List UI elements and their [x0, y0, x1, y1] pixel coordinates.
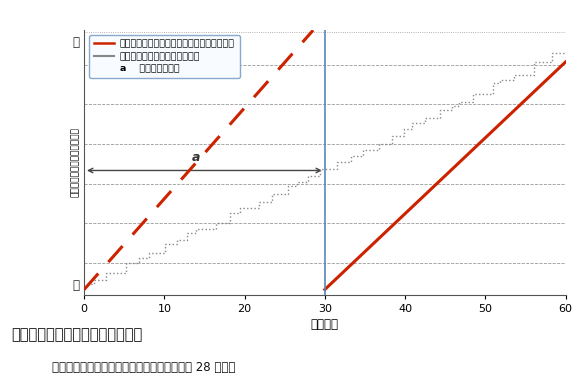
Text: 図－６　施工量と工事日数の関係: 図－６ 施工量と工事日数の関係	[12, 327, 143, 342]
X-axis label: 工事日数: 工事日数	[311, 318, 339, 331]
Text: （出典　砂防ソイルセメント施工便覧　平成 28 年版）: （出典 砂防ソイルセメント施工便覧 平成 28 年版）	[52, 361, 235, 374]
Text: a: a	[192, 151, 201, 164]
Text: 少: 少	[72, 279, 79, 292]
Y-axis label: 施工量（累計打設量）（㎥）: 施工量（累計打設量）（㎥）	[71, 128, 80, 197]
Text: 多: 多	[72, 36, 79, 48]
Legend: 砂防ソイルセメント転圧タイプの累計打設量, コンクリート環境の累計打設量, a    試験施工の期間: 砂防ソイルセメント転圧タイプの累計打設量, コンクリート環境の累計打設量, a …	[89, 35, 240, 78]
